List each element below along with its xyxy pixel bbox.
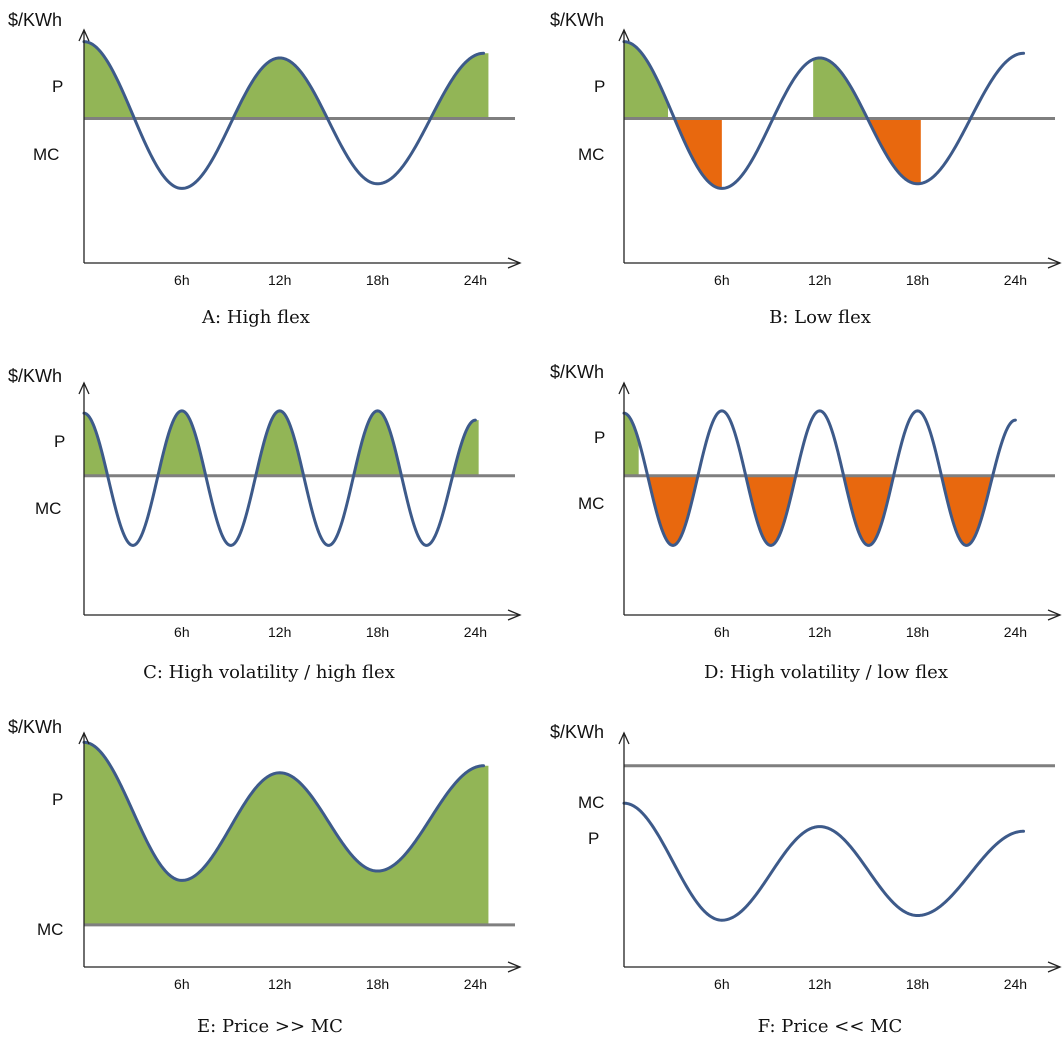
shaded-areas [624, 41, 921, 189]
x-tick-label-12h: 12h [268, 624, 291, 640]
profit-area-0 [84, 41, 489, 119]
chart-panel-d: $/KWh P MC 6h 12h 18h 24h D: High volatilit… [550, 362, 1062, 683]
x-tick-label-12h: 12h [268, 272, 291, 288]
shaded-areas [84, 742, 489, 925]
mc-level-label: MC [578, 145, 604, 164]
x-tick-label-6h: 6h [714, 624, 730, 640]
x-tick-label-24h: 24h [1004, 272, 1027, 288]
shaded-areas [624, 413, 1016, 546]
shaded-areas [84, 410, 479, 476]
mc-level-label: MC [578, 494, 604, 513]
y-axis-label: $/KWh [550, 362, 604, 382]
profit-area-0 [624, 413, 639, 476]
loss-area-1 [668, 118, 722, 189]
p-level-label: P [52, 790, 63, 809]
x-tick-label-6h: 6h [174, 624, 190, 640]
profit-area-2 [813, 57, 869, 119]
y-axis-arrow [618, 28, 630, 42]
p-level-label: P [594, 77, 605, 96]
y-axis-arrow [618, 381, 630, 395]
mc-level-label: MC [578, 793, 604, 812]
y-axis-label: $/KWh [550, 722, 604, 742]
y-axis-label: $/KWh [8, 366, 62, 386]
x-tick-label-6h: 6h [174, 976, 190, 992]
chart-panel-c: $/KWh P MC 6h 12h 18h 24h C: High volatilit… [8, 366, 522, 683]
panel-caption: B: Low flex [769, 307, 871, 328]
panel-caption: A: High flex [201, 307, 310, 328]
x-tick-labels: 6h 12h 18h 24h [174, 272, 487, 288]
panel-caption: F: Price << MC [758, 1016, 903, 1037]
price-curve [622, 40, 1026, 190]
x-tick-label-18h: 18h [906, 272, 929, 288]
y-axis-arrow [78, 381, 90, 395]
x-axis-arrow [1047, 961, 1062, 973]
x-tick-label-18h: 18h [366, 272, 389, 288]
y-axis-label: $/KWh [8, 717, 62, 737]
p-level-label: P [594, 428, 605, 447]
price-curve [82, 40, 486, 190]
x-tick-label-18h: 18h [906, 624, 929, 640]
shaded-areas [84, 41, 489, 119]
x-tick-label-6h: 6h [714, 976, 730, 992]
mc-level-label: MC [37, 920, 63, 939]
price-curve [622, 409, 1017, 547]
p-level-label: P [52, 77, 63, 96]
x-axis-arrow [507, 961, 522, 973]
loss-area-1 [638, 475, 1016, 546]
x-tick-label-18h: 18h [366, 976, 389, 992]
p-level-label: P [588, 829, 599, 848]
price-curve [82, 740, 486, 882]
chart-panel-a: $/KWh P MC 6h 12h 18h 24h A: High flex [8, 10, 522, 328]
mc-level-label: MC [35, 499, 61, 518]
loss-area-3 [868, 118, 921, 184]
y-axis-label: $/KWh [8, 10, 62, 30]
panel-caption: D: High volatility / low flex [704, 662, 948, 683]
y-axis-arrow [78, 28, 90, 42]
x-tick-labels: 6h 12h 18h 24h [714, 976, 1027, 992]
x-axis-arrow [1047, 257, 1062, 269]
x-tick-label-24h: 24h [464, 624, 487, 640]
x-axis-arrow [507, 609, 522, 621]
x-tick-label-12h: 12h [268, 976, 291, 992]
y-axis-arrow [618, 731, 630, 745]
chart-panel-f: $/KWh MC P 6h 12h 18h 24h F: Price << MC [550, 722, 1062, 1037]
x-tick-label-6h: 6h [714, 272, 730, 288]
profit-area-0 [624, 41, 669, 119]
x-tick-label-6h: 6h [174, 272, 190, 288]
price-curve [622, 801, 1026, 922]
x-tick-label-12h: 12h [808, 272, 831, 288]
x-tick-label-12h: 12h [808, 624, 831, 640]
mc-level-label: MC [33, 145, 59, 164]
x-tick-labels: 6h 12h 18h 24h [174, 624, 487, 640]
y-axis-label: $/KWh [550, 10, 604, 30]
panel-caption: C: High volatility / high flex [143, 662, 395, 683]
y-axis-arrow [78, 731, 90, 745]
x-axis-arrow [1047, 609, 1062, 621]
x-tick-labels: 6h 12h 18h 24h [714, 272, 1027, 288]
chart-panel-e: $/KWh P MC 6h 12h 18h 24h E: Price >> MC [8, 717, 522, 1037]
p-level-label: P [54, 432, 65, 451]
price-curve [82, 409, 477, 547]
chart-panel-b: $/KWh P MC 6h 12h 18h 24h B: Low flex [550, 10, 1062, 328]
x-axis-arrow [507, 257, 522, 269]
x-tick-label-18h: 18h [906, 976, 929, 992]
x-tick-label-24h: 24h [464, 272, 487, 288]
x-tick-label-24h: 24h [1004, 624, 1027, 640]
x-tick-label-24h: 24h [464, 976, 487, 992]
x-tick-labels: 6h 12h 18h 24h [174, 976, 487, 992]
profit-area-0 [84, 410, 479, 476]
profit-area-0 [84, 742, 489, 925]
x-tick-label-18h: 18h [366, 624, 389, 640]
x-tick-labels: 6h 12h 18h 24h [714, 624, 1027, 640]
x-tick-label-12h: 12h [808, 976, 831, 992]
panel-caption: E: Price >> MC [197, 1016, 343, 1037]
x-tick-label-24h: 24h [1004, 976, 1027, 992]
